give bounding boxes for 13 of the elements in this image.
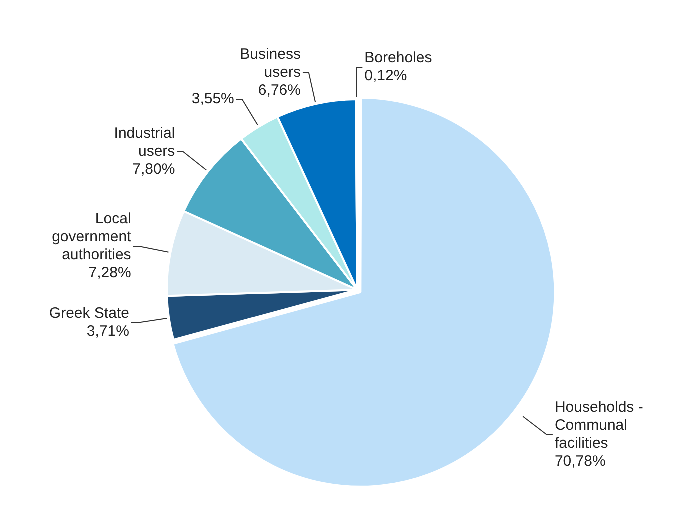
data-label: 0,12% [364, 68, 408, 85]
slice-label: Households - Communal facilities [554, 399, 644, 452]
slice-label: Industrial users [114, 124, 176, 160]
data-label: 6,76% [258, 82, 301, 99]
data-label: 3,55% [192, 90, 234, 108]
data-label: 70,78% [554, 453, 606, 470]
slice-label: Greek State [49, 305, 130, 322]
slice-label: Local government authorities [52, 210, 132, 264]
data-label: 7,28% [88, 264, 132, 282]
slice-label: Boreholes [364, 50, 432, 67]
slice-label: Business users [240, 46, 301, 81]
data-label: 3,71% [86, 323, 130, 340]
data-label: 7,80% [132, 160, 176, 178]
